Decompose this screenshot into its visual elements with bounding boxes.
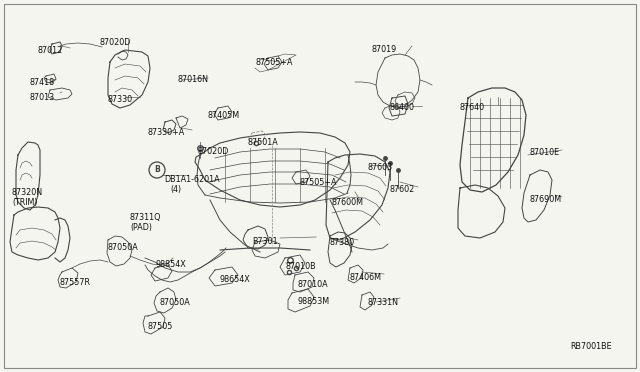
Text: 87380: 87380 bbox=[330, 238, 355, 247]
Text: 87600M: 87600M bbox=[332, 198, 364, 207]
Text: 98654X: 98654X bbox=[220, 275, 251, 284]
Text: 98853M: 98853M bbox=[298, 297, 330, 306]
Text: 87640: 87640 bbox=[460, 103, 485, 112]
Text: 87406M: 87406M bbox=[350, 273, 382, 282]
Text: 87501A: 87501A bbox=[247, 138, 278, 147]
Text: (PAD): (PAD) bbox=[130, 223, 152, 232]
Text: DB1A1-6201A: DB1A1-6201A bbox=[164, 175, 220, 184]
Text: 87602: 87602 bbox=[390, 185, 415, 194]
Text: 87020D: 87020D bbox=[100, 38, 131, 47]
Text: B7301: B7301 bbox=[252, 237, 278, 246]
Text: 87331N: 87331N bbox=[367, 298, 398, 307]
Text: 87505+A: 87505+A bbox=[300, 178, 337, 187]
Text: 87013: 87013 bbox=[30, 93, 55, 102]
Text: 87016N: 87016N bbox=[178, 75, 209, 84]
Text: RB7001BE: RB7001BE bbox=[570, 342, 612, 351]
Text: 87050A: 87050A bbox=[160, 298, 191, 307]
Text: 98854X: 98854X bbox=[155, 260, 186, 269]
Text: 87330+A: 87330+A bbox=[148, 128, 185, 137]
Text: 87019: 87019 bbox=[372, 45, 397, 54]
Text: 87505+A: 87505+A bbox=[255, 58, 292, 67]
Text: 87603: 87603 bbox=[368, 163, 393, 172]
Text: 87505: 87505 bbox=[148, 322, 173, 331]
Text: 87020D: 87020D bbox=[197, 147, 228, 156]
Text: 87557R: 87557R bbox=[60, 278, 91, 287]
Text: 87330: 87330 bbox=[108, 95, 133, 104]
Text: 87050A: 87050A bbox=[108, 243, 139, 252]
Text: (TRIM): (TRIM) bbox=[12, 198, 38, 207]
Text: 86400: 86400 bbox=[389, 103, 414, 112]
Text: 87311Q: 87311Q bbox=[130, 213, 161, 222]
Text: 87012: 87012 bbox=[37, 46, 62, 55]
Text: 87405M: 87405M bbox=[208, 111, 240, 120]
Text: 87320N: 87320N bbox=[12, 188, 43, 197]
Text: 87010E: 87010E bbox=[530, 148, 560, 157]
Text: B: B bbox=[154, 166, 160, 174]
Text: 87010B: 87010B bbox=[285, 262, 316, 271]
Text: 87690M: 87690M bbox=[530, 195, 562, 204]
Text: 87418: 87418 bbox=[30, 78, 55, 87]
Text: (4): (4) bbox=[170, 185, 181, 194]
Text: 87010A: 87010A bbox=[298, 280, 328, 289]
